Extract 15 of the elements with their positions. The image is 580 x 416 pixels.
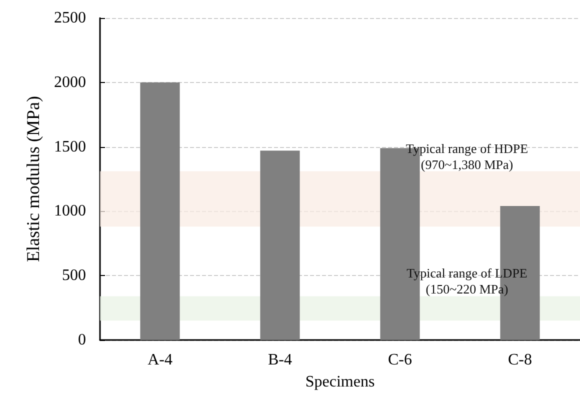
x-tick-label: C-8 (508, 352, 532, 368)
bar (140, 82, 180, 340)
y-tick-label: 2000 (54, 74, 86, 91)
y-tick-label: 0 (78, 332, 86, 348)
x-tick-label: C-6 (388, 352, 412, 368)
band-label: Typical range of HDPE (970~1,380 MPa) (406, 140, 528, 172)
y-tick-label: 1500 (54, 138, 86, 156)
y-tick-label: 1000 (54, 202, 86, 220)
x-tick-label: B-4 (268, 352, 292, 368)
y-tick-label: 500 (62, 267, 86, 284)
y-axis-title: Elastic modulus (MPa) (23, 96, 43, 262)
y-tick-label: 2500 (54, 10, 86, 26)
bar (260, 150, 300, 340)
x-axis-title: Specimens (305, 374, 375, 390)
x-tick-label: A-4 (148, 352, 172, 368)
